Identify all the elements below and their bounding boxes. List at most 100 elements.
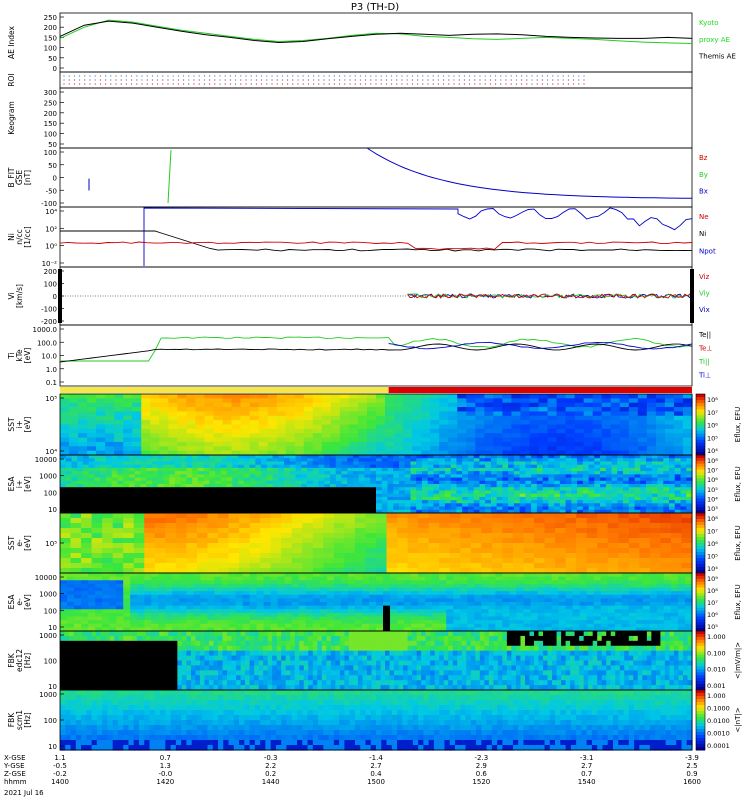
esa_e-cell bbox=[60, 609, 68, 614]
esa_e-cell bbox=[551, 616, 560, 621]
esa_i-cell bbox=[134, 490, 142, 495]
sst_e-cell bbox=[196, 538, 209, 544]
esa_e-cell bbox=[383, 623, 391, 628]
esa_e-cell bbox=[130, 576, 138, 581]
esa_e-cell bbox=[221, 576, 230, 581]
esa_e-cell bbox=[354, 605, 363, 610]
sst_e-cell bbox=[639, 528, 651, 534]
esa_i-cell bbox=[680, 477, 687, 482]
esa_i-cell bbox=[669, 509, 676, 514]
esa_e-cell bbox=[509, 576, 518, 581]
sst_e-cell bbox=[481, 553, 493, 559]
esa_i-cell bbox=[393, 487, 400, 492]
esa_i-cell bbox=[82, 464, 90, 469]
sst_e-cell bbox=[660, 553, 672, 559]
esa_i-cell bbox=[508, 503, 515, 508]
esa_i-cell bbox=[284, 490, 291, 495]
esa_e-cell bbox=[453, 609, 461, 614]
esa_i-cell bbox=[111, 464, 119, 469]
esa_i-cell bbox=[473, 493, 481, 498]
esa_i-cell bbox=[444, 503, 452, 508]
esa_i-cell bbox=[651, 471, 659, 475]
esa_e-cell bbox=[214, 576, 223, 581]
esa_e-cell bbox=[460, 605, 468, 610]
sst_i-cell bbox=[240, 450, 251, 456]
sst_i-cell bbox=[339, 441, 350, 447]
sst_e-cell bbox=[555, 528, 567, 534]
esa_e-cell bbox=[312, 587, 321, 592]
sst_e-cell bbox=[165, 558, 177, 564]
esa_i-cell bbox=[220, 477, 228, 482]
sst_e-cell bbox=[186, 518, 198, 524]
esa_e-cell bbox=[277, 616, 286, 621]
esa_e-cell bbox=[200, 616, 209, 621]
esa_i-cell bbox=[100, 500, 107, 504]
sst_e-cell bbox=[586, 523, 598, 529]
sst_i-cell bbox=[520, 450, 531, 456]
esa_e-cell bbox=[600, 580, 609, 585]
sst_i-cell bbox=[574, 402, 585, 408]
esa_i-cell bbox=[398, 500, 406, 504]
esa_i-cell bbox=[651, 477, 659, 482]
esa_i-cell bbox=[640, 480, 647, 485]
esa_i-cell bbox=[416, 477, 423, 482]
sst_i-cell bbox=[556, 415, 567, 421]
esa_i-cell bbox=[209, 461, 216, 466]
sst_i-cell bbox=[646, 450, 657, 456]
esa_i-cell bbox=[565, 490, 572, 495]
esa_i-cell bbox=[634, 471, 641, 475]
esa_e-cell bbox=[193, 583, 202, 589]
sst_e-cell bbox=[376, 543, 388, 549]
sst_e-cell bbox=[397, 528, 409, 534]
esa_i-cell bbox=[197, 500, 205, 504]
sst_i-cell bbox=[466, 446, 476, 452]
esa_i-cell bbox=[496, 500, 503, 504]
sst_e-cell bbox=[260, 543, 272, 549]
sst_i-cell bbox=[213, 394, 224, 399]
esa_e-cell bbox=[411, 623, 419, 628]
esa_i-cell bbox=[105, 490, 113, 495]
sst_e-cell bbox=[502, 528, 514, 534]
sst_e-cell bbox=[154, 553, 166, 559]
esa_i-cell bbox=[490, 506, 498, 511]
esa_e-cell bbox=[242, 605, 251, 610]
esa_e-cell bbox=[572, 591, 581, 596]
sst_i-cell bbox=[475, 441, 485, 447]
sst_i-cell bbox=[394, 407, 404, 413]
esa_i-cell bbox=[220, 455, 228, 459]
sst_i-cell bbox=[403, 428, 413, 434]
esa_i-cell bbox=[134, 461, 142, 466]
esa_e-cell bbox=[270, 580, 279, 585]
sst_i-cell bbox=[366, 398, 377, 404]
sst_i-cell bbox=[520, 433, 531, 439]
sst_i-cell bbox=[366, 394, 377, 399]
esa_i-cell bbox=[519, 458, 526, 463]
esa_i-cell bbox=[513, 477, 521, 482]
sst_e-cell bbox=[428, 558, 440, 564]
sst_i-cell bbox=[105, 394, 115, 399]
esa_e-cell bbox=[537, 594, 546, 599]
esa_i-cell bbox=[490, 500, 498, 504]
esa_e-cell bbox=[340, 573, 349, 578]
esa_e-cell bbox=[200, 576, 209, 581]
sst_e-cell bbox=[133, 533, 145, 539]
sst_e-cell bbox=[555, 518, 567, 524]
sst_i-cell bbox=[664, 415, 675, 421]
sst_i-cell bbox=[673, 446, 684, 452]
esa_i-cell bbox=[559, 461, 567, 466]
sst_e-cell bbox=[175, 553, 187, 559]
sst_e-cell bbox=[607, 528, 619, 534]
esa_e-cell bbox=[383, 580, 391, 585]
esa_i-cell bbox=[347, 477, 354, 482]
esa_i-cell bbox=[686, 487, 693, 492]
esa_i-cell bbox=[571, 464, 578, 469]
sst_i-cell bbox=[637, 394, 648, 399]
esa_e-cell bbox=[319, 605, 328, 610]
esa_e-cell bbox=[130, 620, 138, 625]
esa_e-cell bbox=[607, 623, 616, 628]
esa_e-cell bbox=[137, 583, 145, 589]
sst_e-cell bbox=[281, 548, 293, 554]
esa_e-cell bbox=[270, 591, 279, 596]
esa_i-cell bbox=[473, 506, 481, 511]
esa_e-cell bbox=[305, 583, 314, 589]
